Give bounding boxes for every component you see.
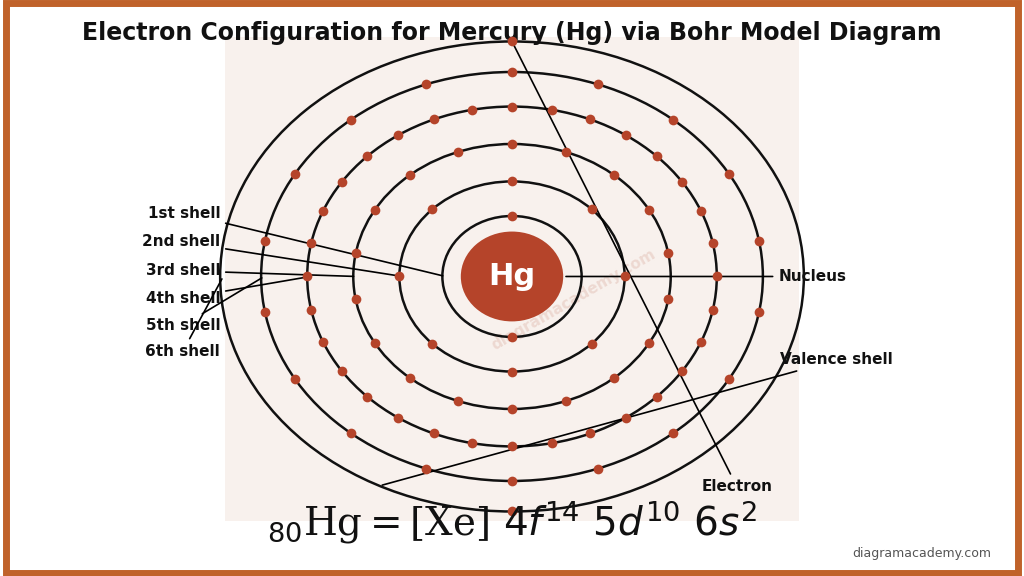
Text: diagramacademy.com: diagramacademy.com xyxy=(488,247,658,353)
Text: Valence shell: Valence shell xyxy=(382,353,893,485)
Text: 4th shell: 4th shell xyxy=(145,277,307,306)
Text: Hg: Hg xyxy=(488,262,536,291)
Text: Nucleus: Nucleus xyxy=(566,269,846,284)
Text: Electron Configuration for Mercury (Hg) via Bohr Model Diagram: Electron Configuration for Mercury (Hg) … xyxy=(82,21,942,45)
Text: 1st shell: 1st shell xyxy=(147,206,442,276)
Ellipse shape xyxy=(461,232,563,321)
Text: diagramacademy.com: diagramacademy.com xyxy=(852,547,991,560)
Text: 2nd shell: 2nd shell xyxy=(142,234,399,276)
Text: 5th shell: 5th shell xyxy=(145,278,262,333)
Bar xyxy=(225,37,799,521)
Text: Electron: Electron xyxy=(513,44,772,494)
Text: 6th shell: 6th shell xyxy=(145,279,222,359)
Text: 3rd shell: 3rd shell xyxy=(145,263,353,278)
Text: $_{80}\mathregular{Hg} = \mathregular{[Xe]}\ 4f^{14}\ 5d^{10}\ 6s^{2}$: $_{80}\mathregular{Hg} = \mathregular{[X… xyxy=(267,499,757,546)
